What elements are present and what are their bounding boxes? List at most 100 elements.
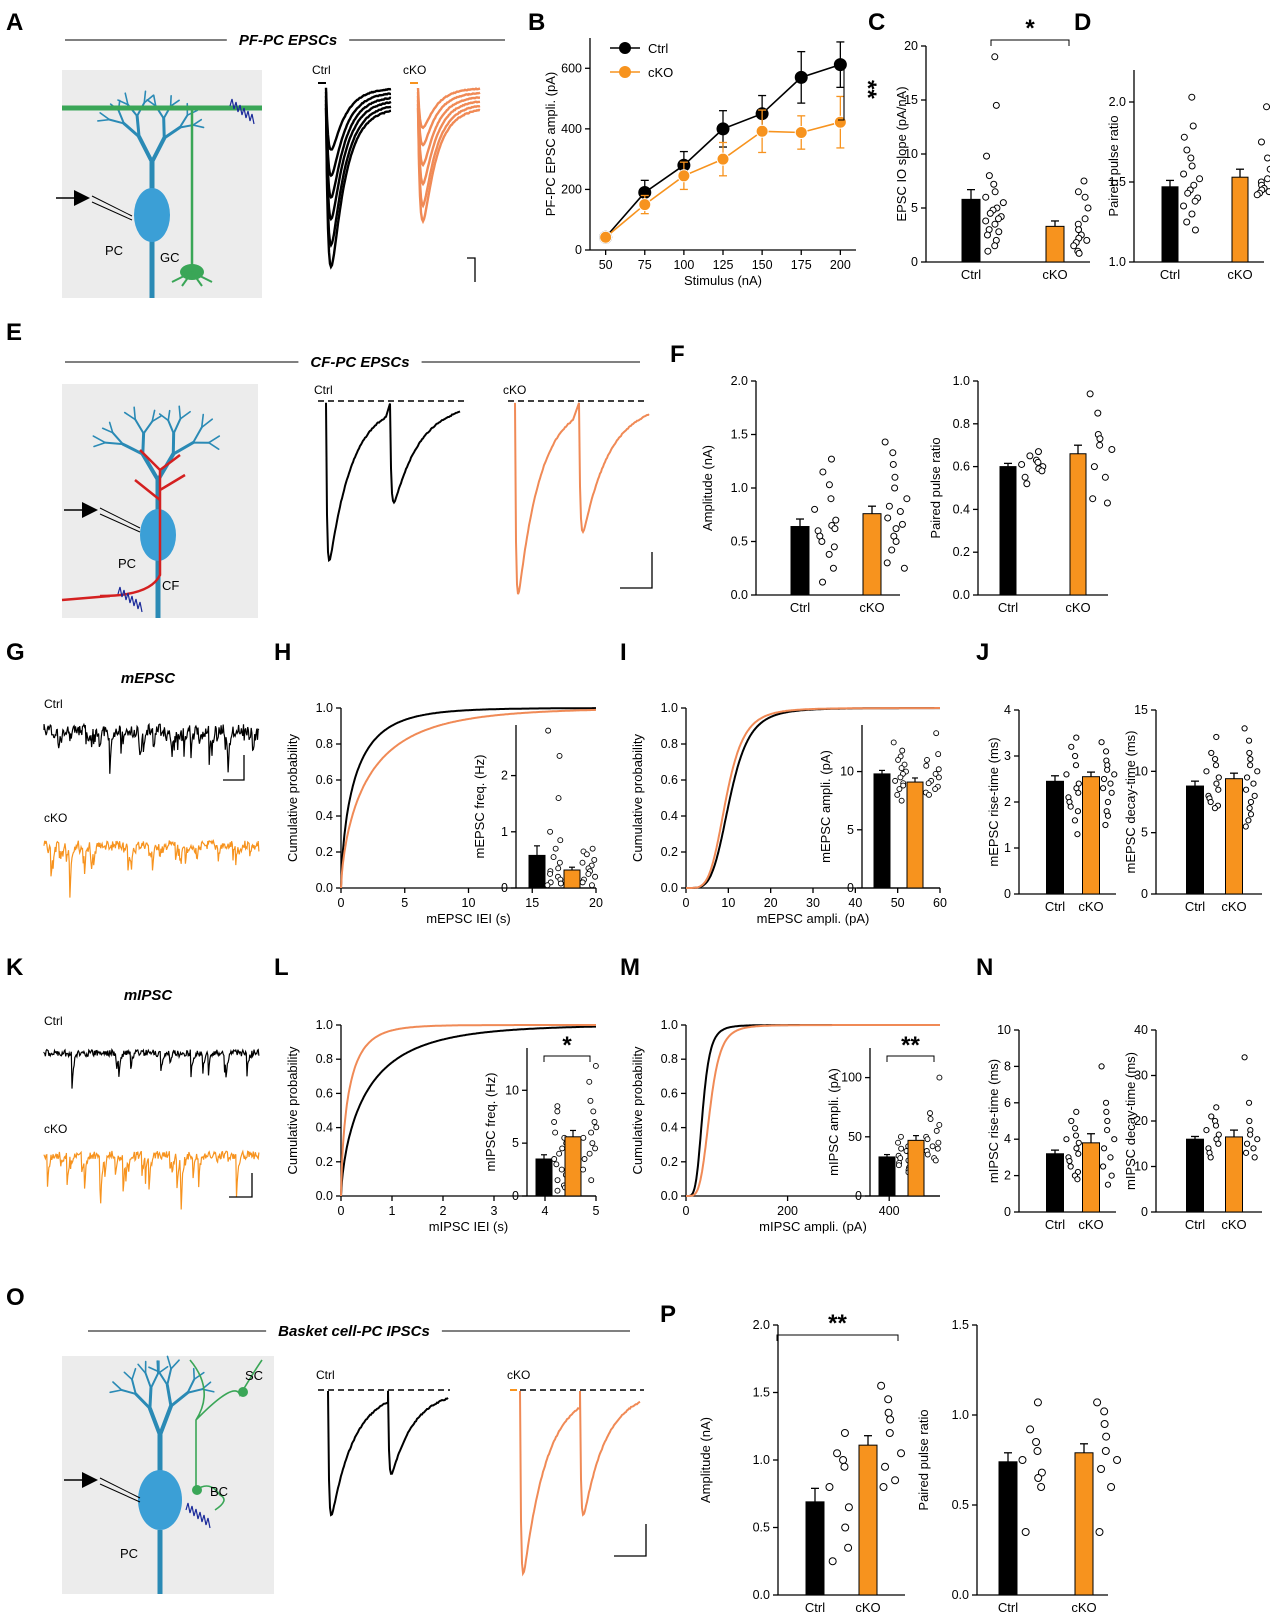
I-x-tick-label: 0 [683,896,690,910]
F1-y-tick-label: 0.0 [731,588,748,602]
dendrite-branch [150,136,167,164]
J1-data-point [1104,766,1111,773]
N1-data-point [1075,1139,1082,1146]
dendrite-branch [200,413,205,429]
dendrite-branch [123,411,137,421]
pf-traces: Ctrl cKO [312,63,481,282]
basket-header: Basket cell-PC IPSCs [278,1323,430,1340]
pc-soma [138,1470,182,1530]
N1-data-point [1098,1063,1105,1070]
dendrite-branch [151,415,162,423]
dendrite-branch [137,1363,147,1375]
F2-y-tick-label: 0.6 [953,460,970,474]
F2-y-tick-label: 1.0 [953,374,970,388]
P1-sig-bracket [776,1334,899,1341]
F2-data-point [1086,390,1094,398]
dendrite-branch [165,1383,173,1408]
B-y-tick-label: 200 [561,182,582,196]
I-inset-point [924,756,930,763]
gc-dendrite [191,271,203,287]
D-category-label: Ctrl [1160,267,1180,282]
dendrite-branch [167,409,171,422]
J1-y-tick-label: 0 [1004,887,1011,901]
J1-data-point [1099,785,1107,792]
P2-data-point [1037,1468,1046,1477]
D-data-point [1190,181,1198,189]
C-data-point [1075,226,1083,234]
label-sc: SC [245,1368,263,1383]
M-y-tick-label: 0.8 [661,1052,678,1066]
dendrite-branch [169,1391,190,1408]
J1-data-point [1104,812,1112,819]
I-x-tick-label: 10 [721,896,735,910]
pc-soma [134,188,170,242]
F1-y-tick-label: 2.0 [731,374,748,388]
M-y-tick-label: 0.4 [661,1121,678,1135]
D-data-point [1188,162,1196,170]
dendrite-branch [135,114,141,139]
schematic-pf: PC GC [56,70,262,298]
cf-traces: Ctrl cKO [314,383,653,595]
dendrite-branch [192,1367,196,1381]
dendrite-branch [149,1372,159,1390]
I-x-tick-label: 20 [764,896,778,910]
dendrite-branch [158,413,170,422]
L-inset-point [589,1140,596,1147]
dendrite-branch [131,1378,137,1395]
J2-data-point [1242,786,1250,793]
N1-data-point [1111,1136,1118,1143]
mini-trace [43,722,260,774]
F1-data-point [827,495,835,503]
P1-data-point [881,1462,890,1471]
bc-soma [192,1485,202,1495]
P2-data-point [1100,1407,1109,1416]
J2-data-point [1254,768,1261,775]
B-point [677,169,691,183]
J2-category-label: cKO [1221,899,1246,914]
dendrite-branch [148,1386,153,1410]
L-inset-point [580,1134,587,1141]
P2-data-point [1033,1447,1042,1455]
I-x-label: mEPSC ampli. (pA) [757,911,870,926]
C-data-point [984,247,992,255]
P1-y-tick-label: 2.0 [753,1318,770,1332]
M-inset-point [927,1110,933,1117]
mipsc-header: mIPSC [124,987,174,1004]
B-x-tick-label: 125 [713,258,734,272]
N2-data-point [1208,1113,1215,1120]
F1-data-point [889,449,897,457]
J2-bar-ctrl [1186,785,1204,895]
chart-J2: 0 5 10 15 mEPSC decay-time (ms) Ctrl cKO [1123,703,1262,914]
B-legend-label: cKO [648,65,673,80]
F1-data-point [903,495,911,503]
I-y-tick-label: 0.2 [661,845,678,859]
J2-data-point [1247,762,1254,769]
L-inset-point [592,1063,599,1069]
dendrite-branch [207,435,221,444]
N2-y-tick-label: 20 [1134,1114,1148,1128]
I-inset-point [898,797,905,804]
F1-category-label: Ctrl [790,600,810,615]
B-point [794,125,808,139]
B-x-tick-label: 175 [791,258,812,272]
F1-data-point [892,525,900,533]
N1-data-point [1075,1150,1082,1157]
L-inset-point [554,1187,561,1194]
F1-data-point [888,546,896,554]
F1-data-point [825,481,833,489]
panel-label-L: L [274,954,289,981]
M-inset-point [898,1145,905,1152]
N1-y-tick-label: 8 [1004,1059,1011,1073]
M-inset-y-tick-label: 50 [848,1130,862,1144]
dendrite-branch [133,406,137,421]
I-inset-point [923,762,930,769]
M-inset-point [895,1139,901,1146]
chart-P1: 0.0 0.5 1.0 1.5 2.0 Amplitude (nA) Ctrl cKO ** [698,1310,906,1615]
cf-trace-ctrl [325,402,461,563]
F1-data-point [829,564,837,572]
I-inset-y-tick-label: 0 [847,881,854,895]
I-inset-point [895,756,902,763]
I-inset-point [898,765,905,772]
H-x-tick-label: 15 [525,896,539,910]
M-x-tick-label: 200 [777,1204,798,1218]
